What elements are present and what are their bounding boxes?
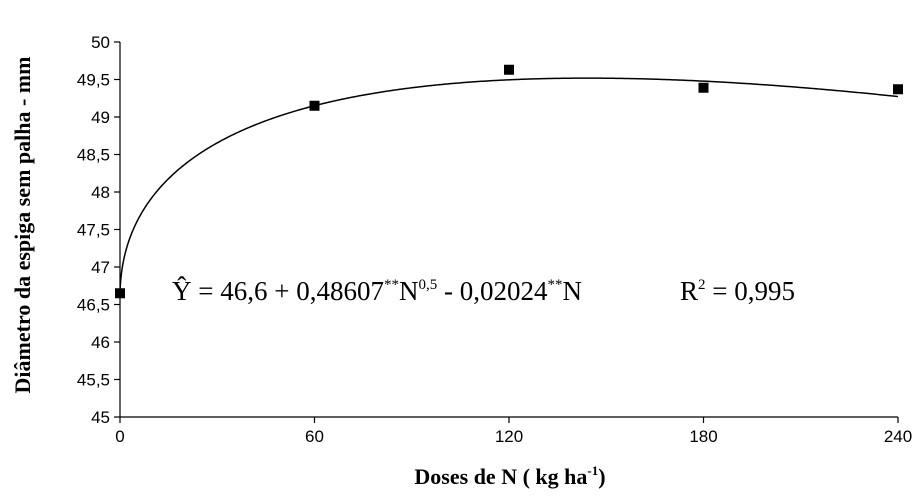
y-tick-label: 47,5 [77,221,110,240]
equation-sup1: ** [384,277,399,293]
y-tick-label: 48,5 [77,146,110,165]
x-tick-label: 240 [884,427,912,446]
y-axis: 45 45,5 46 46,5 47 47,5 48 48,5 49 49,5 50 [77,33,121,427]
r2-sup: 2 [698,277,706,293]
data-point [309,100,320,111]
y-tick-label: 47 [91,258,110,277]
data-point [504,64,514,75]
y-tick-label: 45,5 [77,371,110,390]
equation-part1: = 46,6 + 0,48607 [192,276,384,306]
x-axis-title-sup: -1 [587,463,598,478]
equation-part4: N [562,276,582,306]
equation-part3: - 0,02024 [437,276,548,306]
y-tick-label: 49,5 [77,71,110,90]
x-tick-label: 0 [115,427,124,446]
y-tick-label: 45 [91,408,110,427]
data-point [115,288,125,299]
y-tick-label: 48 [91,183,110,202]
y-axis-title: Diâmetro da espiga sem palha - mm [10,57,35,394]
r2-label: R [680,276,698,306]
x-axis: 0 60 120 180 240 [115,416,912,446]
x-tick-label: 60 [305,427,324,446]
x-tick-label: 120 [495,427,523,446]
equation-sup3: ** [547,277,562,293]
y-tick-label: 50 [91,33,110,52]
data-points [115,64,903,299]
equation-part2: N [399,276,419,306]
fitted-curve [119,77,899,297]
y-tick-label: 49 [91,108,110,127]
r-squared: R2 = 0,995 [680,276,795,306]
x-tick-label: 180 [689,427,717,446]
data-point [698,82,709,93]
x-axis-title-end: ) [598,464,605,489]
x-axis-title: Doses de N ( kg ha-1) [414,463,605,489]
y-tick-label: 46,5 [77,296,110,315]
data-point [893,84,903,95]
r2-value: = 0,995 [706,276,795,306]
y-tick-label: 46 [91,333,110,352]
equation-yhat: Ŷ [172,276,192,306]
x-axis-title-main: Doses de N ( kg ha [414,464,587,489]
equation-sup2: 0,5 [418,277,437,293]
regression-equation: Ŷ = 46,6 + 0,48607**N0,5 - 0,02024**N [172,276,582,306]
